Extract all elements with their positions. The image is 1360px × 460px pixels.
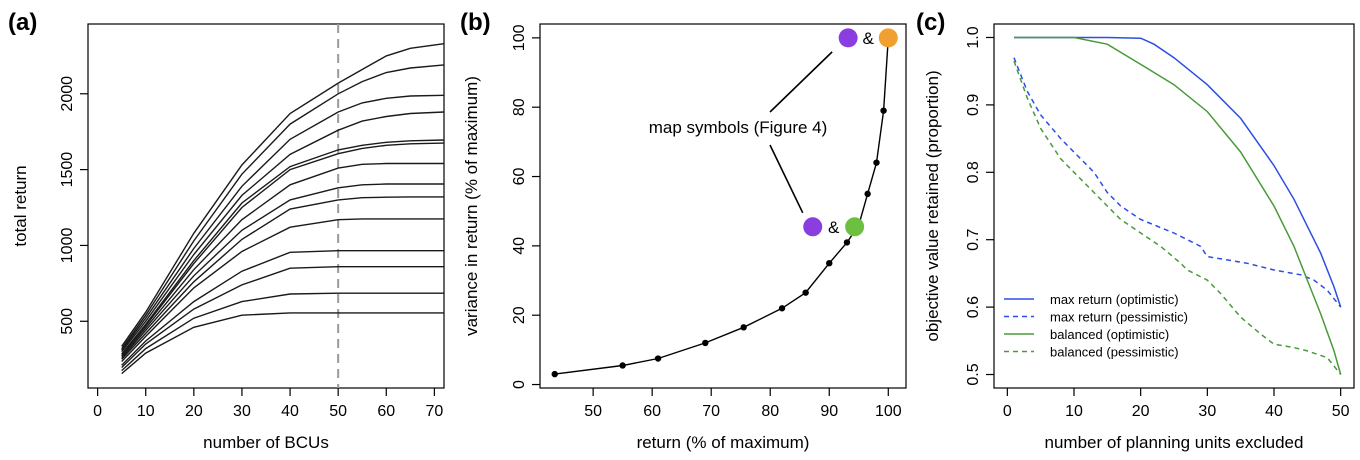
return-curve-8 <box>121 162 444 357</box>
panel-a-x-tick-label: 40 <box>281 403 299 420</box>
panel-b-y-axis-label: variance in return (% of maximum) <box>462 76 481 336</box>
panel-a-plot-frame <box>87 23 445 389</box>
frontier-point <box>740 324 747 331</box>
map-symbol-2 <box>878 28 898 48</box>
panel-a-letter: (a) <box>8 9 37 36</box>
return-curve-13 <box>121 64 445 350</box>
series-line-2 <box>1013 57 1342 308</box>
frontier-point <box>873 159 880 166</box>
map-symbols-annotation: map symbols (Figure 4) <box>649 118 828 137</box>
panel-a-x-tick-label: 10 <box>137 403 155 420</box>
panel-a-y-tick-label: 1500 <box>59 152 76 188</box>
frontier-point <box>619 362 626 369</box>
return-curve-10 <box>121 139 445 355</box>
frontier-point <box>843 239 851 246</box>
panel-c-x-tick-label: 0 <box>1003 403 1012 420</box>
return-curve-7 <box>121 183 444 359</box>
frontier-point <box>826 260 833 267</box>
panel-b-x-tick-label: 60 <box>643 403 661 420</box>
panel-a-x-tick-label: 50 <box>329 403 347 420</box>
frontier-point <box>551 370 558 378</box>
return-curve-2 <box>121 292 444 372</box>
map-symbol-1 <box>838 28 858 48</box>
panel-a-y-tick-label: 2000 <box>59 76 76 112</box>
legend-label-4: balanced (pessimistic) <box>1050 345 1179 360</box>
panel-b-x-axis-label: return (% of maximum) <box>637 433 810 452</box>
panel-c-x-axis-label: number of planning units excluded <box>1045 433 1304 452</box>
panel-b-y-tick-label: 0 <box>511 380 528 389</box>
frontier-point <box>778 305 786 312</box>
return-curve-14 <box>121 43 445 347</box>
panel-b-y-tick-label: 60 <box>511 168 528 186</box>
panel-a-x-axis-label: number of BCUs <box>203 433 329 452</box>
panel-a-y-tick-label: 500 <box>59 308 76 335</box>
panel-c-y-tick-label: 0.8 <box>965 161 982 183</box>
frontier-point <box>654 355 662 362</box>
return-curve-6 <box>121 196 444 360</box>
panel-a-y-axis-label: total return <box>11 165 30 246</box>
panel-b-x-tick-label: 50 <box>584 403 602 420</box>
map-symbol-3 <box>803 217 823 237</box>
panel-c-y-tick-label: 0.9 <box>965 94 982 116</box>
frontier-point <box>880 107 887 114</box>
panel-b-x-tick-label: 80 <box>761 403 779 420</box>
map-symbol-4 <box>845 217 865 237</box>
panel-a-x-tick-label: 70 <box>425 403 443 420</box>
panel-a-y-tick-label: 1000 <box>59 228 76 264</box>
return-curve-3 <box>121 266 444 369</box>
series-line-3 <box>1014 36 1342 375</box>
panel-c-y-tick-label: 0.6 <box>965 296 982 318</box>
series-line-4 <box>1013 60 1342 375</box>
panel-b-y-tick-label: 100 <box>511 24 528 51</box>
frontier-point <box>702 339 709 347</box>
panel-c-plot-frame <box>993 23 1355 389</box>
panel-b-plot-frame <box>539 23 907 389</box>
panel-b-y-tick-label: 80 <box>511 98 528 116</box>
ampersand-label: & <box>863 29 875 48</box>
return-curve-4 <box>121 250 444 366</box>
panel-c-x-tick-label: 20 <box>1132 403 1150 420</box>
legend-label-1: max return (optimistic) <box>1050 292 1179 307</box>
panel-b: (b) 50 60 70 80 90 100 0 20 40 60 80 100 & & map symb… <box>460 9 907 452</box>
legend-label-3: balanced (optimistic) <box>1050 327 1169 342</box>
panel-c-x-tick-label: 50 <box>1332 403 1350 420</box>
panel-b-x-tick-label: 100 <box>875 403 902 420</box>
series-line-1 <box>1014 36 1342 308</box>
return-curve-12 <box>121 94 445 351</box>
legend-label-2: max return (pessimistic) <box>1050 310 1188 325</box>
panel-c-y-tick-label: 1.0 <box>965 26 982 48</box>
panel-a-data-layer: 0 10 20 30 40 50 60 70 500 1000 1500 2000 <box>59 24 445 420</box>
return-curve-1 <box>121 312 444 375</box>
panel-a-x-tick-label: 20 <box>185 403 203 420</box>
panel-c-y-tick-label: 0.5 <box>965 363 982 385</box>
panel-b-y-tick-label: 40 <box>511 237 528 255</box>
ampersand-label: & <box>828 218 840 237</box>
frontier-point <box>864 190 871 198</box>
panel-a-x-tick-label: 30 <box>233 403 251 420</box>
frontier-line <box>554 37 889 375</box>
panel-c-y-tick-label: 0.7 <box>965 228 982 250</box>
panel-c-x-tick-label: 10 <box>1065 403 1083 420</box>
panel-b-y-tick-label: 20 <box>511 306 528 324</box>
panel-b-x-tick-label: 70 <box>702 403 720 420</box>
panel-a: (a) 0 10 20 30 40 50 60 70 500 1000 1500 2000 numbe… <box>8 9 445 452</box>
panel-b-data-layer: 50 60 70 80 90 100 0 20 40 60 80 100 & & <box>511 24 902 420</box>
panel-a-x-tick-label: 60 <box>377 403 395 420</box>
panel-a-x-tick-label: 0 <box>93 403 102 420</box>
panel-c-data-layer: 0 10 20 30 40 50 0.5 0.6 0.7 0.8 0.9 1.0 max return … <box>965 26 1350 420</box>
annotation-leader-upper <box>769 51 833 113</box>
panel-c: (c) 0 10 20 30 40 50 0.5 0.6 0.7 0.8 0.9 1.0 max ret… <box>916 9 1355 452</box>
return-curve-11 <box>121 111 445 353</box>
panel-c-x-tick-label: 30 <box>1198 403 1216 420</box>
panel-c-y-axis-label: objective value retained (proportion) <box>923 70 942 341</box>
annotation-leader-lower <box>769 144 804 214</box>
return-curve-9 <box>121 142 445 356</box>
panel-b-letter: (b) <box>460 9 491 36</box>
panel-c-letter: (c) <box>916 9 945 36</box>
return-curve-5 <box>121 218 444 362</box>
panel-c-x-tick-label: 40 <box>1265 403 1283 420</box>
panel-b-x-tick-label: 90 <box>820 403 838 420</box>
frontier-point <box>802 289 809 296</box>
